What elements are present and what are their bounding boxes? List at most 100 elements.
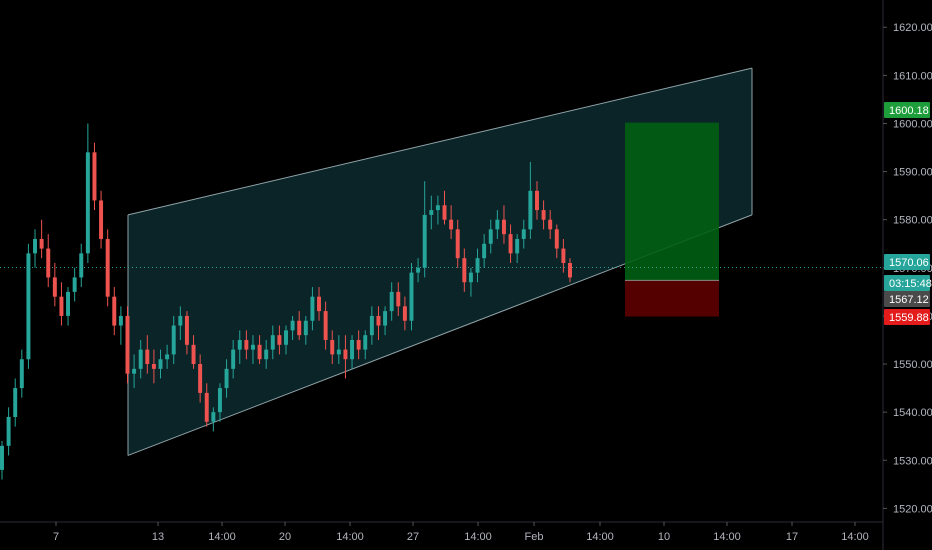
- candle-body: [356, 339, 361, 350]
- time-tick-label: 14:00: [841, 531, 869, 543]
- candle: [561, 238, 566, 273]
- candle-body: [508, 234, 513, 254]
- candle-body: [389, 291, 394, 312]
- stop-zone: [625, 280, 719, 317]
- candle-body: [501, 219, 506, 235]
- candle: [165, 344, 170, 369]
- candle: [369, 306, 374, 345]
- target-zone: [625, 122, 719, 281]
- candle: [508, 224, 513, 263]
- candle-body: [416, 267, 421, 273]
- candle-body: [350, 339, 355, 360]
- candle-body: [132, 368, 137, 374]
- long-position-tool[interactable]: [625, 122, 719, 317]
- candle: [330, 330, 335, 365]
- candle: [290, 315, 295, 340]
- candle-body: [257, 344, 262, 360]
- candle-body: [33, 238, 38, 254]
- candle: [151, 349, 156, 384]
- candle-body: [475, 258, 480, 273]
- candle-body: [237, 339, 242, 350]
- price-tag: 1559.88: [884, 309, 930, 325]
- price-tag: 1567.12: [884, 291, 930, 307]
- candle: [383, 306, 388, 336]
- price-tick-label: 1610.00: [893, 70, 932, 82]
- price-tag-label: 1567.12: [889, 294, 929, 306]
- candle: [521, 219, 526, 249]
- candle: [257, 335, 262, 365]
- price-tag-label: 1600.18: [889, 105, 929, 117]
- candle-body: [482, 243, 487, 259]
- candle: [336, 335, 341, 365]
- candle: [528, 161, 533, 239]
- candle: [13, 378, 18, 427]
- candle: [488, 219, 493, 254]
- candle-body: [495, 219, 500, 230]
- candle-body: [59, 296, 64, 316]
- candle: [323, 301, 328, 350]
- candle-body: [171, 325, 176, 355]
- candle: [534, 181, 539, 220]
- candle-body: [435, 205, 440, 211]
- channel-upper-line: [127, 67, 753, 216]
- price-tag-box: [884, 254, 930, 270]
- candles: [0, 123, 572, 480]
- price-tick-label: 1530.00: [893, 455, 932, 467]
- candle-body: [521, 229, 526, 239]
- price-tick-label: 1520.00: [893, 503, 932, 515]
- candle-body: [568, 263, 572, 278]
- candle: [310, 287, 315, 331]
- candle-body: [343, 349, 348, 360]
- candle: [442, 190, 447, 225]
- candle-body: [528, 190, 533, 230]
- candle: [303, 315, 308, 345]
- candle: [99, 190, 104, 249]
- price-tick-label: 1590.00: [893, 167, 932, 179]
- candle-body: [317, 296, 322, 312]
- candle-body: [264, 349, 269, 360]
- candle: [548, 210, 553, 239]
- candle-body: [13, 388, 18, 417]
- candle-body: [455, 229, 460, 259]
- candle-body: [409, 272, 414, 321]
- candle: [217, 383, 222, 422]
- price-tick-label: 1550.00: [893, 359, 932, 371]
- candle: [105, 229, 110, 307]
- price-tick-label: 1540.00: [893, 407, 932, 419]
- candle: [363, 330, 368, 360]
- candle: [416, 258, 421, 283]
- candle: [501, 205, 506, 244]
- time-axis[interactable]: 7 13 14:00 20 14:00 27 14:00 Feb 14:00 10 14:00 17 1…: [0, 521, 883, 543]
- candle-body: [323, 311, 328, 340]
- candle: [244, 330, 249, 360]
- price-tick-label: 1580.00: [893, 215, 932, 227]
- candle: [343, 335, 348, 379]
- candle-body: [290, 320, 295, 331]
- price-tick-label: 1620.00: [893, 22, 932, 34]
- candle-body: [402, 306, 407, 321]
- parallel-channel[interactable]: [127, 67, 753, 456]
- candle: [449, 205, 454, 239]
- candle-body: [217, 388, 222, 413]
- candle: [204, 383, 209, 427]
- candle: [568, 258, 572, 283]
- candle-body: [488, 229, 493, 244]
- candle: [79, 243, 84, 288]
- candle: [462, 248, 467, 292]
- candle-body: [369, 315, 374, 336]
- candle-body: [548, 219, 553, 230]
- candle-body: [85, 152, 90, 254]
- candle-body: [449, 219, 454, 230]
- candle: [429, 195, 434, 230]
- candle-body: [303, 320, 308, 336]
- candle: [264, 339, 269, 369]
- candle-body: [52, 277, 57, 297]
- candle-body: [284, 330, 288, 345]
- candle-body: [244, 339, 249, 350]
- candle: [125, 306, 130, 384]
- candle-body: [204, 392, 209, 422]
- candle: [211, 407, 216, 432]
- candle: [92, 142, 97, 211]
